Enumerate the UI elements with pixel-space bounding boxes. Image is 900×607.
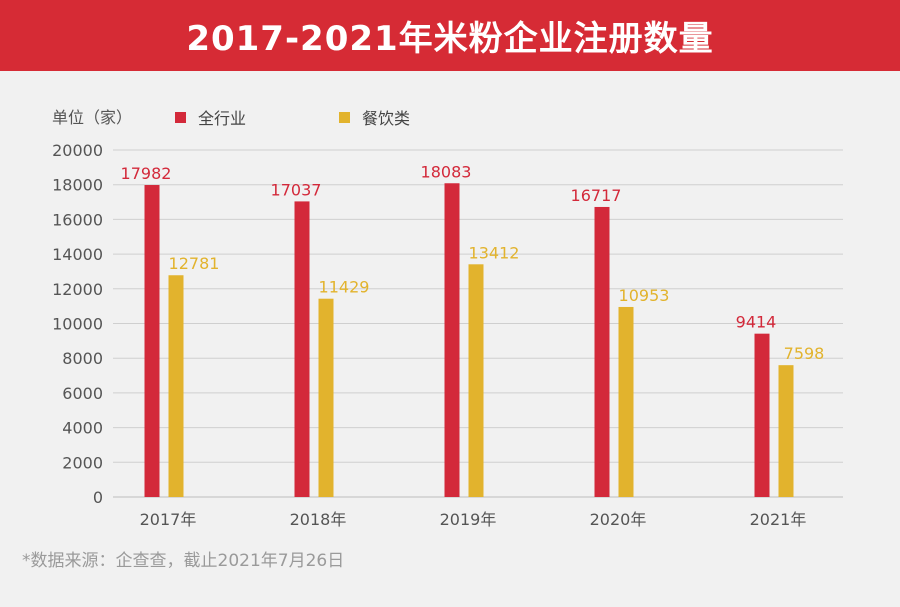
y-tick-label: 10000 <box>52 315 103 334</box>
bar <box>618 306 634 497</box>
bar <box>318 298 334 497</box>
y-tick-label: 16000 <box>52 210 103 229</box>
y-tick-label: 14000 <box>52 245 103 264</box>
data-label: 17982 <box>121 164 172 183</box>
data-label: 18083 <box>421 162 472 181</box>
x-tick-label: 2020年 <box>590 510 647 529</box>
title-banner: 2017-2021年米粉企业注册数量 <box>0 0 900 71</box>
bar <box>294 201 310 497</box>
chart-title: 2017-2021年米粉企业注册数量 <box>186 19 714 59</box>
y-tick-label: 6000 <box>62 384 103 403</box>
bar-chart: 0 2000 4000 6000 8000 10000 12000 14000 16000 180… <box>52 108 843 529</box>
x-tick-label: 2017年 <box>140 510 197 529</box>
data-label: 10953 <box>619 286 670 305</box>
data-label: 17037 <box>271 180 322 199</box>
legend-label: 餐饮类 <box>362 109 410 128</box>
legend-swatch <box>175 112 186 123</box>
y-tick-label: 18000 <box>52 176 103 195</box>
y-tick-label: 20000 <box>52 141 103 160</box>
legend-swatch <box>339 112 350 123</box>
bar <box>778 365 794 497</box>
data-label: 7598 <box>784 344 825 363</box>
bar <box>594 206 610 497</box>
y-tick-label: 12000 <box>52 280 103 299</box>
y-tick-label: 0 <box>93 488 103 507</box>
data-label: 11429 <box>319 278 370 297</box>
data-label: 16717 <box>571 186 622 205</box>
x-tick-label: 2019年 <box>440 510 497 529</box>
legend-label: 全行业 <box>198 109 246 128</box>
bar <box>168 275 184 497</box>
data-label: 12781 <box>169 254 220 273</box>
bar <box>754 333 770 497</box>
data-source-note: *数据来源：企查查，截止2021年7月26日 <box>22 551 345 571</box>
data-label: 9414 <box>736 313 777 332</box>
bar <box>468 264 484 497</box>
bar <box>444 183 460 497</box>
bar <box>144 185 160 497</box>
chart-area: 0 2000 4000 6000 8000 10000 12000 14000 16000 180… <box>0 71 900 603</box>
data-label: 13412 <box>469 243 520 262</box>
x-tick-label: 2018年 <box>290 510 347 529</box>
y-tick-label: 4000 <box>62 419 103 438</box>
y-unit-label: 单位（家） <box>52 108 132 127</box>
y-tick-label: 8000 <box>62 349 103 368</box>
x-tick-label: 2021年 <box>750 510 807 529</box>
y-tick-label: 2000 <box>62 453 103 472</box>
